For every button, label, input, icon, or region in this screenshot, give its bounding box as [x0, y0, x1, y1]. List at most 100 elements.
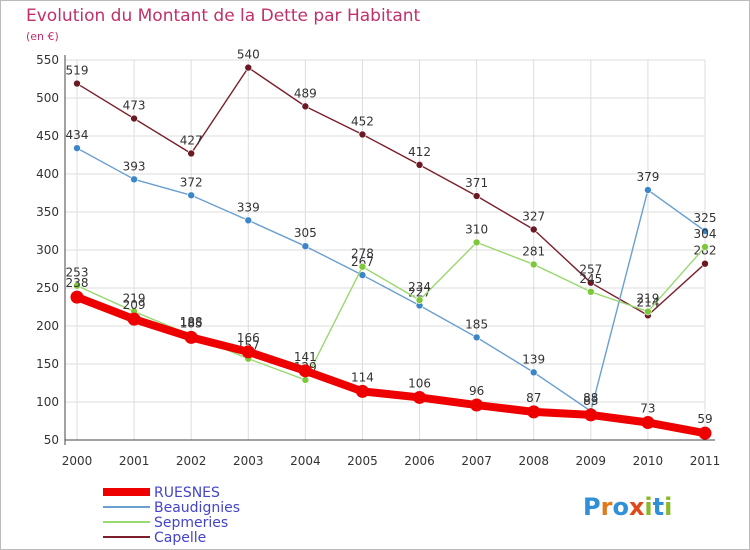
x-tick-label: 2008 [518, 454, 549, 468]
data-label: 452 [351, 114, 374, 128]
data-label: 185 [465, 317, 488, 331]
data-label: 245 [579, 272, 602, 286]
data-label: 371 [465, 176, 488, 190]
data-point [358, 262, 367, 271]
legend-label: Sepmeries [154, 515, 228, 531]
data-label: 238 [66, 276, 89, 290]
x-tick-label: 2009 [576, 454, 607, 468]
data-point [529, 260, 538, 269]
data-label: 434 [66, 128, 89, 142]
data-label: 73 [640, 402, 655, 416]
y-tick-label: 500 [36, 91, 59, 105]
series-line [73, 293, 709, 438]
data-point [587, 287, 595, 296]
data-label: 227 [408, 285, 431, 299]
data-point [244, 216, 253, 225]
data-point [472, 333, 481, 342]
data-point [698, 426, 712, 440]
data-point [301, 242, 310, 250]
data-point [527, 405, 541, 419]
data-label: 540 [237, 48, 260, 62]
data-point [73, 79, 81, 88]
data-label: 473 [123, 99, 146, 113]
x-tick-label: 2003 [233, 454, 264, 468]
series-layer: 5194734275404894524123713272572142824343… [66, 48, 717, 440]
legend-label: Beaudignies [154, 500, 240, 516]
data-label: 87 [526, 391, 541, 405]
data-label: 327 [522, 209, 545, 223]
logo-letter: o [612, 493, 629, 521]
y-tick-label: 350 [36, 205, 59, 219]
data-point [701, 243, 709, 251]
data-point [187, 191, 195, 200]
data-label: 114 [351, 370, 374, 384]
y-tick-label: 450 [36, 129, 59, 143]
logo-letter: t [653, 493, 664, 521]
data-point [187, 149, 195, 158]
data-label: 427 [180, 133, 203, 147]
data-point [301, 102, 310, 111]
x-tick-label: 2005 [347, 454, 378, 468]
data-point [355, 384, 369, 398]
proxiti-logo: Proxiti [583, 493, 672, 521]
data-label: 519 [66, 64, 89, 78]
data-label: 412 [408, 145, 431, 159]
data-label: 139 [522, 352, 545, 366]
data-label: 219 [636, 292, 659, 306]
grid [65, 59, 706, 441]
data-point [587, 278, 595, 287]
axes: 50 100 150 200 250 300 350 400 450 500 550 2000 2001… [36, 53, 720, 468]
chart-unit: (en €) [26, 30, 59, 43]
data-label: 257 [579, 263, 602, 277]
legend-label: Capelle [154, 530, 206, 546]
data-point [644, 307, 652, 316]
data-point [244, 63, 253, 72]
series-sepmeries: 253219188157129278234310281245219304 [66, 222, 717, 384]
data-point [73, 281, 81, 290]
logo-letter: r [601, 493, 613, 521]
series-line [76, 66, 706, 317]
data-label: 339 [237, 200, 260, 214]
x-tick-label: 2006 [404, 454, 435, 468]
y-tick-label: 250 [36, 281, 59, 295]
data-point [415, 296, 424, 304]
data-label: 393 [123, 159, 146, 173]
data-point [470, 398, 484, 412]
data-label: 219 [123, 292, 146, 306]
data-label: 141 [294, 350, 317, 364]
logo-letter: x [629, 493, 645, 521]
data-label: 185 [180, 316, 203, 330]
data-point [301, 376, 310, 384]
data-point [130, 175, 138, 184]
data-label: 325 [694, 211, 717, 225]
data-label: 372 [180, 175, 203, 189]
data-point [73, 144, 81, 152]
logo-letter: i [644, 493, 652, 521]
x-tick-label: 2001 [119, 454, 150, 468]
data-point [472, 238, 481, 247]
y-tick-label: 400 [36, 167, 59, 181]
data-label: 209 [123, 298, 146, 312]
x-tick-label: 2010 [633, 454, 664, 468]
y-tick-label: 50 [44, 433, 59, 447]
data-label: 59 [697, 412, 712, 426]
series-beaudignies: 434 393 372 339 305 267 227 185 139 88 379 325 [66, 128, 717, 415]
series-line [76, 147, 706, 412]
data-point [529, 368, 538, 377]
data-point [415, 161, 424, 169]
data-label: 305 [294, 226, 317, 240]
legend-label: RUESNES [154, 485, 220, 501]
x-tick-label: 2002 [176, 454, 207, 468]
data-point [641, 416, 655, 430]
data-label: 310 [465, 222, 488, 236]
data-label: 188 [180, 315, 203, 329]
data-point [241, 345, 255, 359]
y-tick-label: 100 [36, 395, 59, 409]
data-point [644, 186, 652, 194]
y-tick-label: 150 [36, 357, 59, 371]
data-point [70, 290, 84, 304]
data-point [127, 312, 141, 326]
data-label: 304 [694, 227, 717, 241]
